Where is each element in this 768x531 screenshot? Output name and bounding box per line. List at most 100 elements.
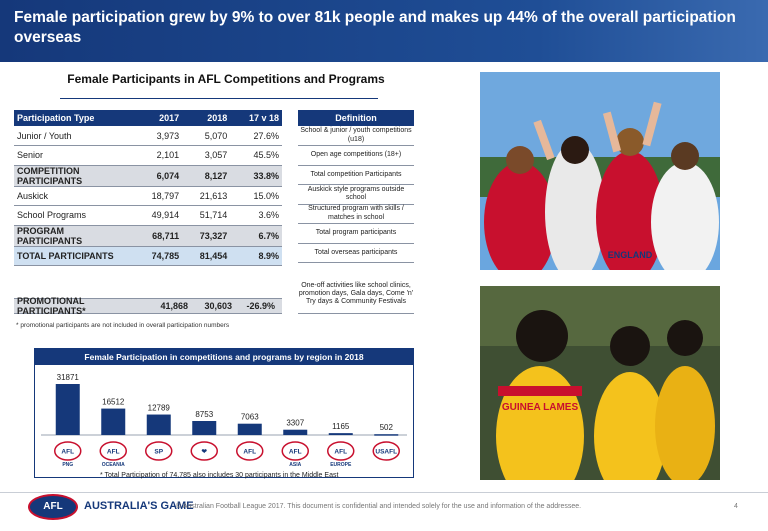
chart-data-label: 3307 (286, 419, 304, 428)
region-logo-subtext: EUROPE (330, 462, 352, 468)
chart-data-label: 31871 (57, 373, 80, 382)
region-chart: Female Participation in competitions and… (34, 348, 414, 478)
region-logo-text: ❤ (202, 449, 208, 456)
region-logo-text: AFL (243, 449, 256, 456)
afl-tagline: AUSTRALIA'S GAME (84, 500, 194, 512)
table-row: Senior 2,101 3,057 45.5% (14, 145, 282, 166)
row-change: 45.5% (230, 145, 282, 166)
promo-definition: One-off activities like school clinics, … (298, 282, 414, 314)
chart-bar (237, 423, 262, 435)
region-logo-icon: AFL EUROPE (327, 441, 355, 468)
region-logo-icon: ❤ (190, 441, 218, 461)
row-2018: 21,613 (182, 186, 231, 206)
table-row: Auskick 18,797 21,613 15.0% (14, 186, 282, 206)
row-change: 27.6% (230, 126, 282, 146)
definition-cell: Total program participants (298, 223, 414, 244)
definitions-table: Definition School & junior / youth compe… (298, 110, 414, 263)
photo-illustration: GUINEA LAMES (480, 286, 720, 480)
png-jersey-text: GUINEA LAMES (502, 402, 579, 413)
definition-cell: Auskick style programs outside school (298, 184, 414, 205)
chart-data-label: 7063 (241, 413, 259, 422)
region-logo-icon: AFL OCEANIA (99, 441, 127, 468)
table-row: School Programs 49,914 51,714 3.6% (14, 205, 282, 226)
participation-table: Participation Type 2017 2018 17 v 18 Jun… (14, 110, 282, 266)
region-logo-subtext: PNG (62, 462, 73, 468)
chart-footnote: * Total Participation of 74,785 also inc… (100, 472, 339, 479)
region-logo-text: AFL (61, 449, 74, 456)
row-change: 8.9% (230, 246, 282, 266)
row-change: 3.6% (230, 205, 282, 226)
region-logo-icon: AFL ASIA (281, 441, 309, 468)
promo-type: PROMOTIONAL PARTICIPANTS* (17, 296, 86, 316)
title-divider (60, 98, 378, 99)
region-logo-text: USAFL (375, 449, 397, 456)
promo-change: -26.9% (246, 301, 275, 311)
region-logo-icon: USAFL (372, 441, 400, 461)
row-2017: 68,711 (134, 225, 183, 247)
definition-cell: Total overseas participants (298, 243, 414, 263)
chart-data-label: 16512 (102, 398, 125, 407)
row-change: 33.8% (230, 165, 282, 187)
definition-cell: Open age competitions (18+) (298, 145, 414, 166)
table-title: Female Participants in AFL Competitions … (67, 72, 385, 86)
page-number: 4 (734, 503, 738, 510)
chart-bar (283, 429, 308, 435)
row-2018: 51,714 (182, 205, 231, 226)
row-2017: 18,797 (134, 186, 183, 206)
chart-data-label: 12789 (148, 404, 171, 413)
row-type: TOTAL PARTICIPANTS (14, 246, 134, 266)
promotional-row: PROMOTIONAL PARTICIPANTS* 41,868 30,603 … (14, 296, 282, 316)
table-row-subtotal: PROGRAM PARTICIPANTS 68,711 73,327 6.7% (14, 225, 282, 247)
region-logo-text: AFL (289, 449, 302, 456)
chart-bar (55, 384, 80, 435)
region-logo-text: AFL (107, 449, 120, 456)
chart-bar (328, 433, 353, 435)
footer-divider (0, 492, 768, 493)
promo-2017: 41,868 (160, 301, 188, 311)
chart-bar (192, 420, 217, 435)
chart-bar (101, 408, 126, 435)
region-logo-text: AFL (334, 449, 347, 456)
region-logo-icon: AFL (236, 441, 264, 461)
row-type: PROGRAM PARTICIPANTS (14, 225, 134, 247)
row-type: Senior (14, 145, 134, 166)
row-2018: 81,454 (182, 246, 231, 266)
afl-logo: AFL (28, 494, 78, 520)
promo-footnote: * promotional participants are not inclu… (16, 322, 230, 329)
row-type: School Programs (14, 205, 134, 226)
table-header-row: Participation Type 2017 2018 17 v 18 (14, 110, 282, 126)
chart-bar (374, 434, 399, 436)
page-header: Female participation grew by 9% to over … (0, 0, 768, 62)
row-type: COMPETITION PARTICIPANTS (14, 165, 134, 187)
region-logo-subtext: OCEANIA (102, 462, 125, 468)
region-logo-text: SP (154, 449, 163, 456)
table-row-total: TOTAL PARTICIPANTS 74,785 81,454 8.9% (14, 246, 282, 266)
chart-data-label: 8753 (195, 410, 213, 419)
table-row: Junior / Youth 3,973 5,070 27.6% (14, 126, 282, 146)
team-celebration-photo: ENGLAND (480, 72, 720, 270)
col-header-2018: 2018 (182, 110, 231, 126)
row-2017: 74,785 (134, 246, 183, 266)
page-title: Female participation grew by 9% to over … (14, 9, 736, 46)
photo-illustration: ENGLAND (480, 72, 720, 270)
row-2018: 5,070 (182, 126, 231, 146)
row-2017: 2,101 (134, 145, 183, 166)
col-header-type: Participation Type (14, 110, 134, 126)
region-logo-icon: SP (145, 441, 173, 461)
definition-cell: Structured program with skills / matches… (298, 204, 414, 224)
chart-data-label: 502 (380, 423, 394, 432)
row-2018: 8,127 (182, 165, 231, 187)
definitions-header: Definition (298, 110, 414, 126)
row-type: Auskick (14, 186, 134, 206)
chart-data-label: 1165 (332, 422, 350, 431)
definition-cell: School & junior / youth competitions (u1… (298, 126, 414, 146)
promo-2018: 30,603 (204, 301, 232, 311)
row-change: 15.0% (230, 186, 282, 206)
row-type: Junior / Youth (14, 126, 134, 146)
jersey-text: ENGLAND (608, 250, 653, 260)
table-row-subtotal: COMPETITION PARTICIPANTS 6,074 8,127 33.… (14, 165, 282, 187)
region-logo-subtext: ASIA (289, 462, 301, 468)
row-2017: 6,074 (134, 165, 183, 187)
chart-plot: 31871 AFL PNG 16512 AFL OCEANIA 12789 SP 8753 ❤ 70… (41, 373, 407, 468)
row-change: 6.7% (230, 225, 282, 247)
